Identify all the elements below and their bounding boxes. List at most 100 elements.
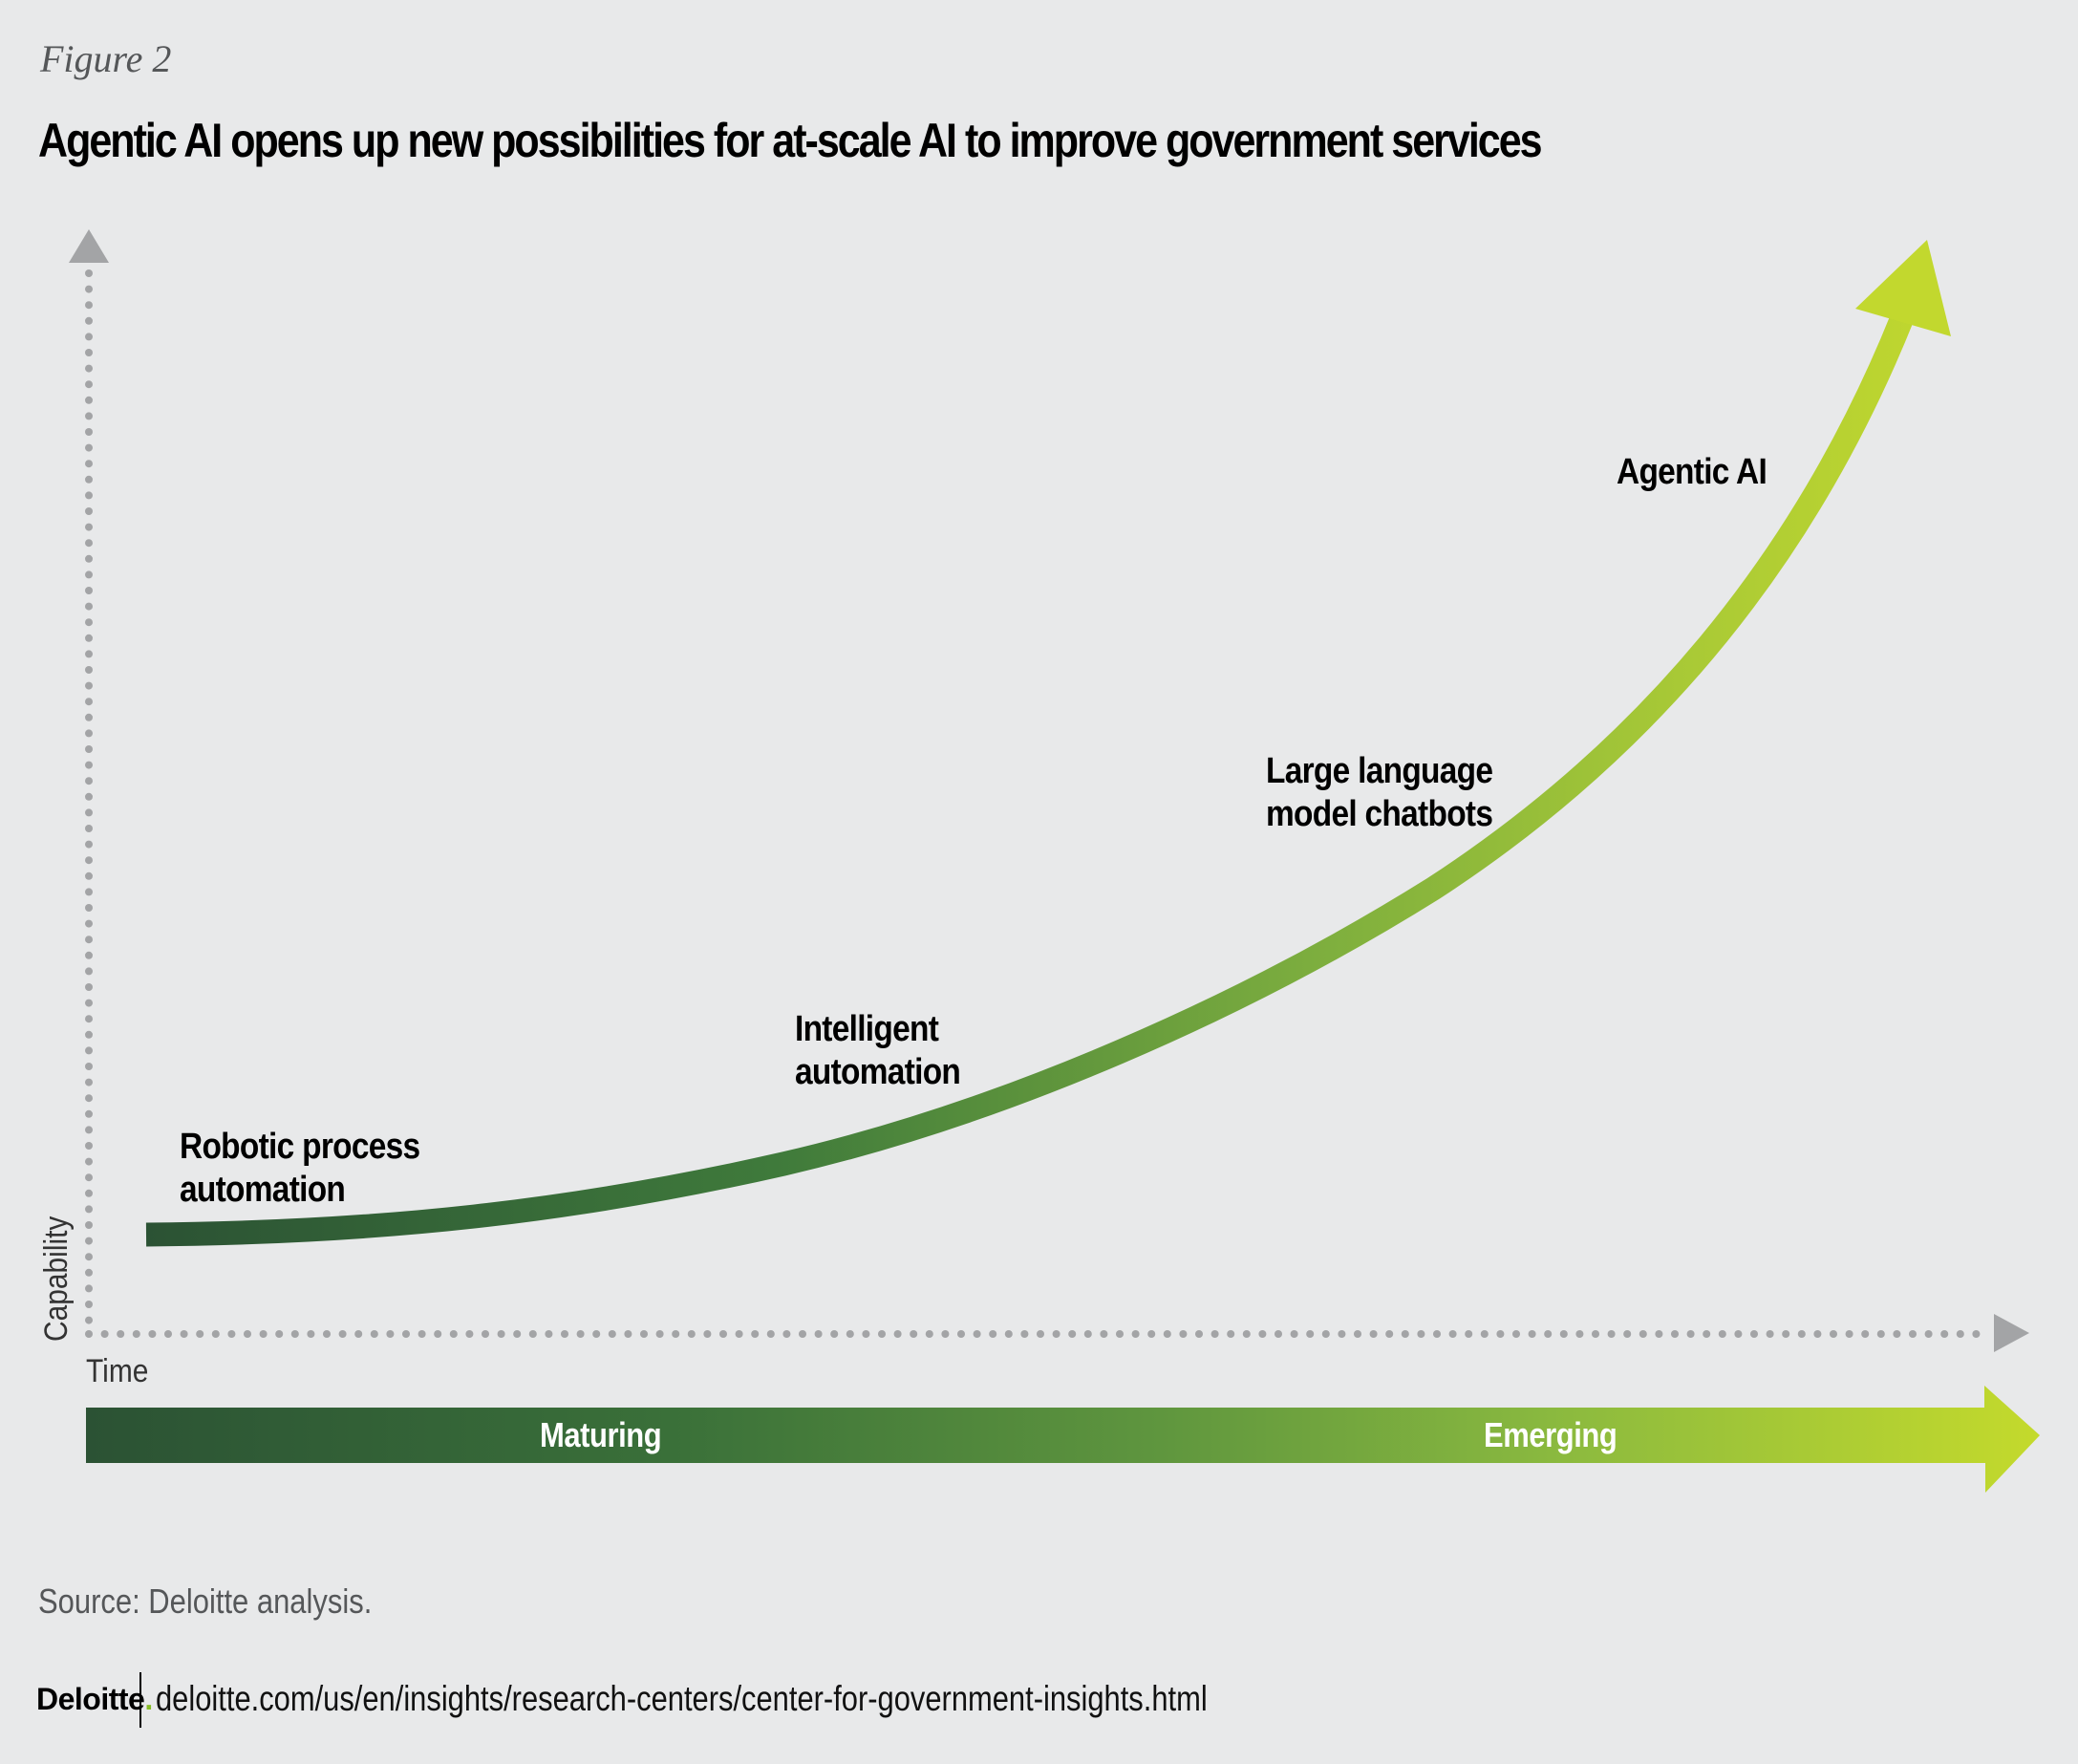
x-axis-dot: [1671, 1330, 1679, 1338]
x-axis-dot: [1465, 1330, 1473, 1338]
x-axis-dot: [941, 1330, 950, 1338]
x-axis-dot: [1227, 1330, 1235, 1338]
x-axis-dot: [1004, 1330, 1013, 1338]
y-axis-dot: [85, 1046, 93, 1055]
x-axis-dot: [1512, 1330, 1520, 1338]
y-axis-dot: [85, 951, 93, 959]
y-axis-dot: [85, 1284, 93, 1293]
maturity-band-arrow: [86, 1386, 2040, 1493]
y-axis-dot: [85, 840, 93, 849]
y-axis-dot: [85, 1109, 93, 1118]
growth-curve-line: [145, 311, 1915, 1247]
y-axis-dot: [85, 792, 93, 801]
x-axis-dot: [1909, 1330, 1917, 1338]
x-axis-dot: [1686, 1330, 1695, 1338]
y-axis-dot: [85, 999, 93, 1007]
stage-label-line: automation: [795, 1052, 961, 1092]
y-axis-dot: [85, 1126, 93, 1134]
stage-label-line: model chatbots: [1266, 794, 1493, 834]
x-axis-dot: [1258, 1330, 1267, 1338]
x-axis-dot: [164, 1330, 172, 1338]
stage-label-llm-chatbots: Large language model chatbots: [1266, 750, 1493, 836]
y-axis-dot: [85, 713, 93, 721]
footer-divider: [139, 1672, 141, 1728]
y-axis-dot: [85, 618, 93, 627]
x-axis-dot: [449, 1330, 458, 1338]
x-axis-dot: [1147, 1330, 1156, 1338]
x-axis-dot: [1592, 1330, 1599, 1338]
stage-label-line: Intelligent: [795, 1009, 939, 1049]
y-axis-dot: [85, 1078, 93, 1086]
y-axis-dot: [85, 871, 93, 880]
x-axis-dot: [1845, 1330, 1853, 1338]
y-axis-dot: [85, 428, 93, 436]
y-axis-dot: [85, 888, 93, 896]
source-note: Source: Deloitte analysis.: [38, 1581, 373, 1621]
y-axis-dot: [85, 554, 93, 563]
x-axis-dot: [1052, 1330, 1060, 1338]
x-axis-dot: [1068, 1330, 1077, 1338]
y-axis-dot: [85, 285, 93, 293]
y-axis-dot: [85, 1205, 93, 1214]
x-axis-dot: [925, 1330, 933, 1338]
x-axis-dot: [1940, 1330, 1949, 1338]
x-axis-dot: [751, 1330, 760, 1338]
x-axis-dot: [1813, 1330, 1822, 1338]
growth-curve: [145, 240, 1951, 1247]
x-axis-dot: [1575, 1330, 1584, 1338]
x-axis-dot: [1369, 1330, 1378, 1338]
x-axis-dot: [1480, 1330, 1489, 1338]
x-axis-dot: [814, 1330, 823, 1338]
y-axis-dot: [85, 1142, 93, 1150]
x-axis-dot: [1448, 1330, 1457, 1338]
y-axis-dot: [85, 602, 93, 611]
y-axis-dot: [85, 967, 93, 976]
y-axis-dot: [85, 634, 93, 642]
y-axis-dot: [85, 808, 93, 817]
x-axis-dot: [1338, 1330, 1346, 1338]
x-axis-dot: [196, 1330, 204, 1338]
y-axis-dot: [85, 587, 93, 594]
y-axis-dot: [85, 777, 93, 785]
x-axis-dot: [1559, 1330, 1568, 1338]
x-axis-dot: [148, 1330, 157, 1338]
y-axis-dot: [85, 698, 93, 706]
y-axis-dot: [85, 412, 93, 420]
y-axis-dot: [85, 570, 93, 579]
x-axis-dot: [528, 1330, 537, 1338]
x-axis-dot: [1893, 1330, 1901, 1338]
x-axis-dot: [338, 1330, 347, 1338]
x-axis-dot: [1734, 1330, 1743, 1338]
x-axis-arrowhead-icon: [1994, 1314, 2029, 1352]
x-axis-dot: [1528, 1330, 1536, 1338]
x-axis-dot: [1433, 1330, 1441, 1338]
y-axis-dot: [85, 364, 93, 373]
x-axis-dot: [211, 1330, 220, 1338]
y-axis-dot: [85, 301, 93, 310]
footer-url-link[interactable]: deloitte.com/us/en/insights/research-cen…: [156, 1679, 1208, 1718]
band-label-emerging: Emerging: [1484, 1415, 1617, 1454]
y-axis-arrowhead-icon: [69, 229, 109, 263]
x-axis-dot: [1924, 1330, 1933, 1338]
y-axis-dot: [85, 380, 93, 389]
y-axis-dot: [85, 1157, 93, 1166]
x-axis-dot: [719, 1330, 727, 1338]
y-axis-dot: [85, 904, 93, 912]
x-axis-dot: [465, 1330, 474, 1338]
y-axis-dot: [85, 1015, 93, 1023]
x-axis-dot: [1354, 1330, 1361, 1338]
y-axis-dot: [85, 1173, 93, 1182]
x-axis-dot: [1210, 1330, 1219, 1338]
x-axis-dot: [1179, 1330, 1188, 1338]
x-axis-dot: [1195, 1330, 1203, 1338]
x-axis-dot: [973, 1330, 981, 1338]
x-axis-dot: [1607, 1330, 1616, 1338]
x-axis-dot: [100, 1330, 109, 1338]
y-axis-dot: [85, 650, 93, 658]
x-axis-dot: [1163, 1330, 1171, 1338]
maturity-band: [86, 1386, 2040, 1493]
x-axis-dot: [1116, 1330, 1124, 1338]
y-axis-dot: [85, 1094, 93, 1103]
x-axis-dot: [1417, 1330, 1425, 1338]
